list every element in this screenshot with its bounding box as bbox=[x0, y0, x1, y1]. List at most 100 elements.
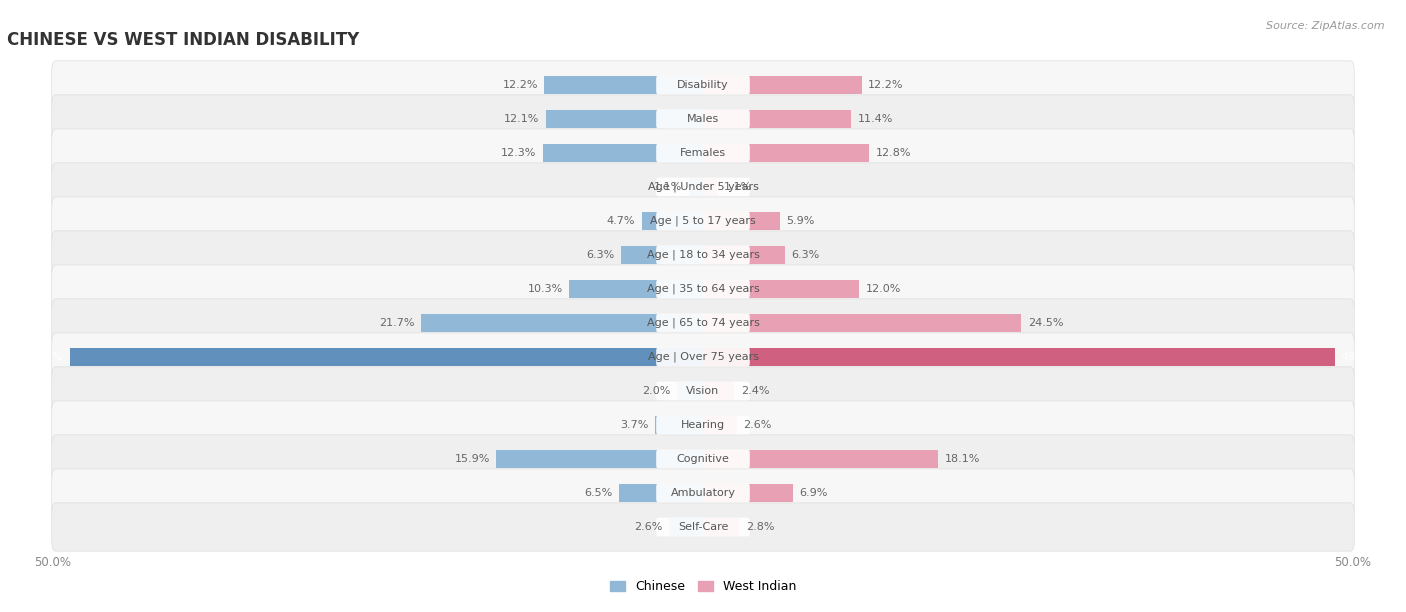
Text: 15.9%: 15.9% bbox=[454, 454, 489, 464]
Bar bbox=[703, 314, 1022, 332]
Bar bbox=[70, 348, 703, 366]
Text: Age | Under 5 years: Age | Under 5 years bbox=[648, 182, 758, 192]
Text: 12.2%: 12.2% bbox=[868, 80, 904, 90]
Text: 18.1%: 18.1% bbox=[945, 454, 980, 464]
Text: Self-Care: Self-Care bbox=[678, 522, 728, 532]
Text: Vision: Vision bbox=[686, 386, 720, 396]
Bar bbox=[544, 76, 703, 94]
Text: Age | 35 to 64 years: Age | 35 to 64 years bbox=[647, 284, 759, 294]
Text: Age | 5 to 17 years: Age | 5 to 17 years bbox=[650, 216, 756, 226]
FancyBboxPatch shape bbox=[657, 245, 749, 264]
Text: 6.5%: 6.5% bbox=[583, 488, 612, 498]
Text: CHINESE VS WEST INDIAN DISABILITY: CHINESE VS WEST INDIAN DISABILITY bbox=[7, 31, 360, 48]
FancyBboxPatch shape bbox=[52, 61, 1354, 109]
Text: 6.9%: 6.9% bbox=[799, 488, 828, 498]
Text: 12.0%: 12.0% bbox=[866, 284, 901, 294]
Text: Ambulatory: Ambulatory bbox=[671, 488, 735, 498]
Text: 2.6%: 2.6% bbox=[634, 522, 662, 532]
Bar bbox=[569, 280, 703, 298]
Bar bbox=[703, 450, 938, 468]
Text: 48.6%: 48.6% bbox=[1341, 352, 1376, 362]
FancyBboxPatch shape bbox=[52, 299, 1354, 347]
Bar bbox=[669, 518, 703, 536]
Text: 2.6%: 2.6% bbox=[744, 420, 772, 430]
Bar bbox=[703, 246, 785, 264]
Bar bbox=[420, 314, 703, 332]
FancyBboxPatch shape bbox=[657, 212, 749, 230]
Text: 2.0%: 2.0% bbox=[643, 386, 671, 396]
Bar bbox=[496, 450, 703, 468]
FancyBboxPatch shape bbox=[657, 313, 749, 332]
Text: 12.1%: 12.1% bbox=[503, 114, 540, 124]
FancyBboxPatch shape bbox=[52, 435, 1354, 483]
FancyBboxPatch shape bbox=[52, 333, 1354, 381]
Text: 5.9%: 5.9% bbox=[786, 216, 814, 226]
Text: 12.2%: 12.2% bbox=[502, 80, 538, 90]
Text: Disability: Disability bbox=[678, 80, 728, 90]
Legend: Chinese, West Indian: Chinese, West Indian bbox=[605, 575, 801, 599]
Bar bbox=[703, 280, 859, 298]
FancyBboxPatch shape bbox=[52, 129, 1354, 177]
FancyBboxPatch shape bbox=[657, 177, 749, 196]
Bar bbox=[678, 382, 703, 400]
Bar bbox=[703, 110, 851, 128]
Bar bbox=[703, 518, 740, 536]
FancyBboxPatch shape bbox=[657, 348, 749, 367]
FancyBboxPatch shape bbox=[52, 469, 1354, 517]
Bar bbox=[643, 212, 703, 230]
FancyBboxPatch shape bbox=[52, 163, 1354, 211]
FancyBboxPatch shape bbox=[52, 95, 1354, 143]
FancyBboxPatch shape bbox=[657, 483, 749, 502]
Text: 2.4%: 2.4% bbox=[741, 386, 769, 396]
Text: Females: Females bbox=[681, 148, 725, 158]
Text: Age | 65 to 74 years: Age | 65 to 74 years bbox=[647, 318, 759, 328]
FancyBboxPatch shape bbox=[657, 76, 749, 94]
FancyBboxPatch shape bbox=[52, 197, 1354, 245]
Text: 4.7%: 4.7% bbox=[607, 216, 636, 226]
Bar bbox=[543, 144, 703, 162]
Text: 6.3%: 6.3% bbox=[586, 250, 614, 260]
FancyBboxPatch shape bbox=[52, 265, 1354, 313]
Text: Source: ZipAtlas.com: Source: ZipAtlas.com bbox=[1267, 21, 1385, 31]
FancyBboxPatch shape bbox=[52, 231, 1354, 279]
Bar bbox=[703, 484, 793, 502]
Text: 21.7%: 21.7% bbox=[380, 318, 415, 328]
FancyBboxPatch shape bbox=[52, 367, 1354, 415]
Bar bbox=[703, 348, 1334, 366]
FancyBboxPatch shape bbox=[52, 401, 1354, 449]
Bar bbox=[546, 110, 703, 128]
FancyBboxPatch shape bbox=[657, 110, 749, 129]
FancyBboxPatch shape bbox=[657, 450, 749, 468]
Text: Age | Over 75 years: Age | Over 75 years bbox=[648, 352, 758, 362]
Text: 24.5%: 24.5% bbox=[1028, 318, 1063, 328]
Text: Cognitive: Cognitive bbox=[676, 454, 730, 464]
Bar bbox=[621, 246, 703, 264]
Text: 11.4%: 11.4% bbox=[858, 114, 893, 124]
Text: 2.8%: 2.8% bbox=[747, 522, 775, 532]
Text: Age | 18 to 34 years: Age | 18 to 34 years bbox=[647, 250, 759, 260]
FancyBboxPatch shape bbox=[657, 382, 749, 400]
Text: Males: Males bbox=[688, 114, 718, 124]
FancyBboxPatch shape bbox=[657, 144, 749, 162]
Bar bbox=[703, 212, 780, 230]
Text: 1.1%: 1.1% bbox=[724, 182, 752, 192]
Text: Hearing: Hearing bbox=[681, 420, 725, 430]
Text: 10.3%: 10.3% bbox=[527, 284, 562, 294]
Bar bbox=[689, 178, 703, 196]
FancyBboxPatch shape bbox=[657, 518, 749, 536]
Text: 48.7%: 48.7% bbox=[28, 352, 63, 362]
Text: 6.3%: 6.3% bbox=[792, 250, 820, 260]
FancyBboxPatch shape bbox=[657, 280, 749, 298]
Bar bbox=[703, 416, 737, 434]
Text: 12.8%: 12.8% bbox=[876, 148, 911, 158]
Bar bbox=[703, 144, 869, 162]
Text: 3.7%: 3.7% bbox=[620, 420, 648, 430]
FancyBboxPatch shape bbox=[657, 416, 749, 435]
FancyBboxPatch shape bbox=[52, 503, 1354, 551]
Text: 1.1%: 1.1% bbox=[654, 182, 682, 192]
Bar bbox=[703, 178, 717, 196]
Bar bbox=[703, 382, 734, 400]
Bar bbox=[703, 76, 862, 94]
Text: 12.3%: 12.3% bbox=[502, 148, 537, 158]
Bar bbox=[655, 416, 703, 434]
